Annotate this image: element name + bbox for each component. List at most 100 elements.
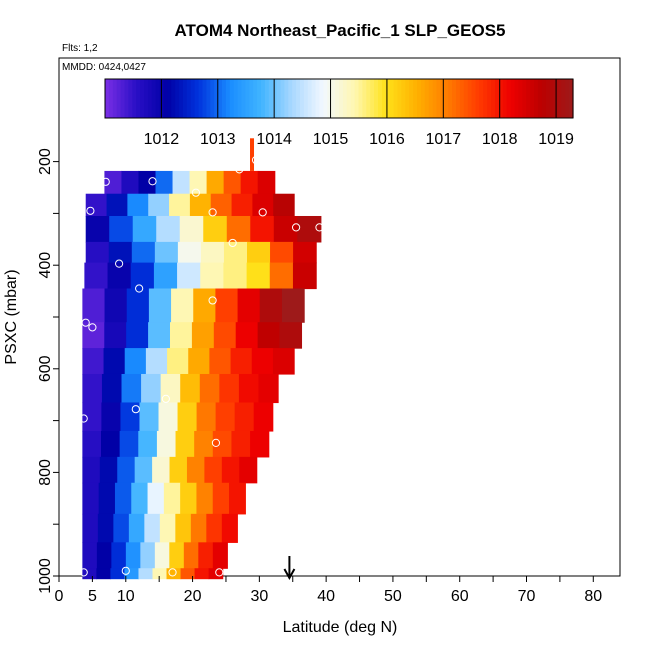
- y-axis-title: PSXC (mbar): [3, 269, 20, 364]
- x-tick-label-80: 80: [584, 588, 602, 605]
- colorbar-tick-label-1017: 1017: [426, 131, 462, 148]
- heatmap-cell-14-6: [169, 542, 185, 569]
- colorbar-cell-21: [186, 79, 192, 118]
- heatmap-cell-5-4: [171, 288, 194, 323]
- colorbar-cell-65: [358, 79, 363, 118]
- x-tick-label-5: 5: [88, 588, 97, 605]
- heatmap-cell-8-2: [121, 373, 142, 404]
- observation-point-18: [131, 405, 140, 414]
- colorbar-cell-68: [370, 79, 375, 118]
- heatmap-cell-1-5: [189, 193, 212, 217]
- colorbar-cell-119: [569, 79, 574, 118]
- heatmap-cell-12-7: [196, 482, 214, 515]
- colorbar-cell-60: [339, 79, 344, 118]
- x-axis-title: Latitude (deg N): [283, 619, 398, 636]
- observation-point-24: [215, 568, 224, 577]
- heatmap-cell-1-3: [148, 193, 170, 217]
- colorbar-cell-43: [272, 79, 278, 118]
- colorbar-cell-41: [264, 79, 270, 118]
- heatmap-cell-14-4: [140, 542, 156, 569]
- heatmap-cell-14-2: [111, 542, 127, 569]
- colorbar: 1012 1013 1014 1015 1016 1017 1018 1019: [104, 78, 574, 148]
- heatmap-cell-4-7: [246, 262, 271, 290]
- heatmap-cell-14-0: [82, 542, 98, 569]
- colorbar-cell-94: [471, 79, 477, 118]
- colorbar-cell-87: [444, 79, 449, 118]
- observation-point-21: [79, 568, 88, 577]
- heatmap-cell-2-1: [109, 215, 134, 243]
- x-tick-label-40: 40: [317, 588, 335, 605]
- x-tick-label-60: 60: [451, 588, 469, 605]
- colorbar-cell-111: [537, 79, 543, 118]
- colorbar-cell-55: [319, 79, 324, 118]
- heatmap-cell-5-6: [215, 288, 239, 323]
- heatmap-cell-9-1: [101, 402, 122, 432]
- heatmap-cell-11-0: [82, 456, 101, 484]
- heatmap-cell-11-3: [134, 456, 153, 484]
- heatmap-cell-13-4: [144, 513, 161, 543]
- colorbar-cell-10: [144, 79, 149, 118]
- heatmap-cell-5-7: [237, 288, 261, 323]
- heatmap-cell-10-3: [138, 430, 158, 458]
- colorbar-cell-70: [378, 79, 383, 118]
- colorbar-cell-22: [190, 79, 196, 118]
- heatmap-cell-11-6: [186, 456, 205, 484]
- heatmap-cell-7-0: [82, 348, 105, 375]
- heatmap-cell-0-0: [104, 170, 123, 195]
- heatmap-cell-2-2: [132, 215, 157, 243]
- colorbar-cell-35: [241, 79, 246, 118]
- colorbar-cell-47: [288, 79, 293, 118]
- observation-point-14: [312, 299, 321, 308]
- colorbar-cell-89: [452, 79, 457, 118]
- colorbar-cell-33: [233, 79, 239, 118]
- heatmap-cell-7-8: [251, 348, 274, 375]
- heatmap-cell-5-2: [126, 288, 150, 323]
- heatmap-cell-2-9: [297, 215, 322, 243]
- colorbar-cell-57: [327, 79, 332, 118]
- heatmap-cell-11-5: [169, 456, 188, 484]
- heatmap-cell-1-6: [210, 193, 233, 217]
- heatmap-cell-3-0: [85, 241, 110, 264]
- colorbar-cell-49: [296, 79, 301, 118]
- heatmap-cell-12-5: [163, 482, 181, 515]
- colorbar-cell-52: [307, 79, 313, 118]
- heatmap-cell-4-3: [153, 262, 178, 290]
- heatmap-cell-3-9: [293, 241, 317, 264]
- colorbar-cell-44: [276, 79, 282, 118]
- heatmap-cell-12-8: [212, 482, 230, 515]
- heatmap-cell-8-7: [219, 373, 240, 404]
- heatmap-cell-9-2: [120, 402, 141, 432]
- heatmap-cell-8-5: [180, 373, 201, 404]
- colorbar-cell-37: [249, 79, 254, 118]
- heatmap-cell-8-0: [82, 373, 103, 404]
- colorbar-cell-9: [140, 79, 145, 118]
- heatmap-cell-0-9: [257, 170, 276, 195]
- colorbar-cell-31: [225, 79, 231, 118]
- colorbar-cell-100: [495, 79, 500, 118]
- heatmap-cell-11-8: [221, 456, 240, 484]
- heatmap-cell-7-3: [145, 348, 168, 375]
- heatmap-cell-9-7: [215, 402, 236, 432]
- heatmap-cell-4-1: [107, 262, 132, 290]
- colorbar-cell-56: [323, 79, 328, 118]
- heatmap-cell-13-1: [97, 513, 114, 543]
- observation-point-4: [251, 155, 261, 165]
- colorbar-cell-30: [222, 79, 227, 118]
- heatmap-cell-13-6: [175, 513, 192, 543]
- heatmap-cell-8-8: [238, 373, 260, 404]
- colorbar-cell-26: [206, 79, 211, 118]
- heatmap-cell-11-4: [152, 456, 171, 484]
- colorbar-tick-label-1012: 1012: [144, 131, 180, 148]
- colorbar-cell-116: [557, 79, 562, 118]
- colorbar-cell-66: [362, 79, 367, 118]
- heatmap-cell-0-5: [189, 170, 208, 195]
- colorbar-cell-25: [202, 79, 207, 118]
- colorbar-cell-1: [108, 79, 114, 118]
- heatmap-cell-12-6: [180, 482, 198, 515]
- heatmap-cell-13-7: [190, 513, 207, 543]
- observation-point-9: [315, 223, 324, 232]
- colorbar-cell-17: [171, 79, 176, 118]
- colorbar-cell-74: [393, 79, 399, 118]
- colorbar-cell-69: [374, 79, 379, 118]
- observation-point-11: [115, 259, 124, 268]
